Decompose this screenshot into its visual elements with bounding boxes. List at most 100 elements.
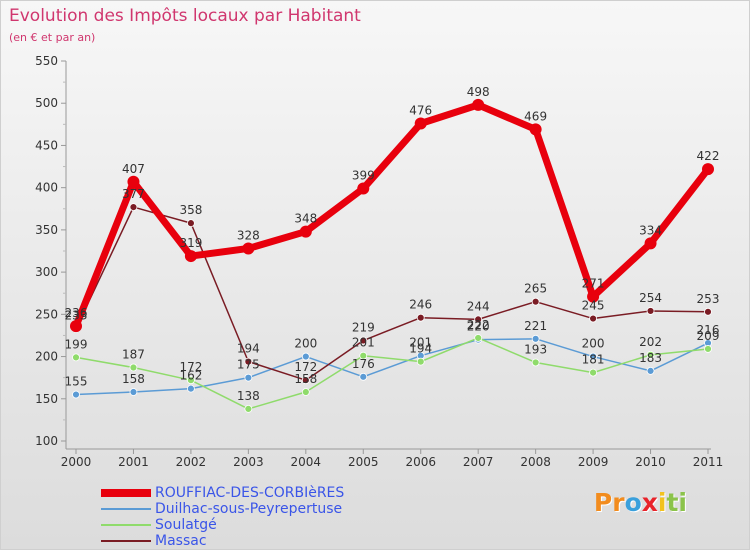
legend-swatch-massac	[101, 540, 151, 542]
data-point	[531, 297, 540, 306]
legend-swatch-soulatge	[101, 524, 151, 526]
data-point	[129, 388, 138, 396]
data-point	[359, 336, 368, 345]
data-point	[244, 357, 253, 366]
y-tick-label: 550	[35, 54, 58, 68]
data-label: 498	[467, 85, 490, 99]
data-label: 162	[179, 369, 202, 383]
data-label: 158	[122, 372, 145, 386]
x-tick-label: 2008	[520, 455, 551, 469]
data-label: 476	[409, 103, 432, 117]
x-tick-label: 2005	[348, 455, 379, 469]
data-point	[187, 219, 195, 228]
legend-label-soulatge: Soulatgé	[155, 517, 217, 533]
data-point	[646, 367, 655, 375]
data-label: 194	[409, 342, 432, 356]
data-point	[704, 345, 712, 353]
data-label: 233	[65, 309, 88, 323]
data-label: 222	[467, 318, 490, 332]
y-tick-label: 150	[35, 392, 58, 406]
legend-item-duilhac: Duilhac-sous-Peyrepertuse	[101, 501, 401, 517]
data-label: 155	[65, 375, 88, 389]
data-point	[587, 290, 600, 303]
y-tick-label: 450	[35, 138, 58, 152]
data-label: 216	[697, 323, 720, 337]
data-point	[187, 384, 195, 393]
data-label: 244	[467, 299, 490, 313]
legend-swatch-duilhac	[101, 508, 151, 510]
data-label: 221	[524, 319, 547, 333]
data-point	[531, 358, 540, 367]
y-tick-label: 250	[35, 307, 58, 321]
data-point	[589, 314, 597, 323]
data-label: 193	[524, 342, 547, 356]
legend-item-massac: Massac	[101, 533, 401, 549]
data-point	[359, 351, 368, 360]
data-label: 158	[294, 372, 317, 386]
chart-subtitle: (en € et par an)	[9, 31, 96, 44]
legend-item-soulatge: Soulatgé	[101, 517, 401, 533]
series-line-3	[75, 206, 709, 381]
data-point	[531, 334, 540, 343]
data-point	[127, 175, 140, 188]
data-label: 334	[639, 223, 662, 237]
data-point	[72, 353, 80, 362]
data-point	[414, 117, 427, 130]
data-point	[529, 123, 542, 136]
data-point	[589, 352, 597, 361]
data-label: 265	[524, 282, 547, 296]
x-tick-label: 2000	[61, 455, 92, 469]
data-label: 199	[65, 337, 88, 351]
data-point	[702, 163, 714, 176]
chart-legend: ROUFFIAC-DES-CORBIèRES Duilhac-sous-Peyr…	[101, 485, 401, 549]
data-label: 202	[639, 335, 662, 349]
data-point	[359, 372, 368, 381]
legend-swatch-rouffiac	[101, 489, 151, 497]
data-label: 138	[237, 389, 260, 403]
data-point	[72, 390, 80, 399]
data-point	[244, 373, 253, 382]
data-label: 183	[639, 351, 662, 365]
data-point	[357, 182, 370, 195]
data-point	[474, 334, 483, 342]
data-point	[184, 250, 197, 263]
logo-letter: i	[657, 488, 667, 517]
data-label: 201	[352, 336, 375, 350]
data-label: 175	[237, 358, 260, 372]
data-label: 187	[122, 348, 145, 362]
data-label: 254	[639, 291, 662, 305]
data-label: 181	[582, 353, 605, 367]
y-tick-label: 300	[35, 265, 58, 279]
series-line-1	[75, 338, 709, 396]
data-point	[187, 376, 195, 385]
data-label: 253	[697, 292, 720, 306]
data-label: 407	[122, 162, 145, 176]
data-label: 219	[352, 321, 375, 335]
proxiti-logo: Proxiti	[594, 488, 687, 517]
data-label: 172	[179, 360, 202, 374]
legend-label-rouffiac: ROUFFIAC-DES-CORBIèRES	[155, 485, 345, 501]
legend-item-rouffiac: ROUFFIAC-DES-CORBIèRES	[101, 485, 401, 501]
data-point	[242, 242, 255, 255]
data-point	[646, 350, 655, 359]
data-label: 194	[237, 342, 260, 356]
data-point	[70, 320, 82, 333]
x-tick-label: 2010	[635, 455, 666, 469]
data-label: 200	[294, 337, 317, 351]
x-tick-label: 2004	[291, 455, 322, 469]
data-point	[129, 203, 138, 211]
logo-letter: r	[612, 488, 625, 517]
data-label: 348	[294, 212, 317, 226]
data-point	[299, 225, 312, 238]
data-point	[301, 376, 310, 385]
data-point	[301, 388, 310, 396]
data-label: 399	[352, 169, 375, 183]
data-point	[416, 357, 425, 366]
data-label: 328	[237, 228, 260, 242]
data-label: 271	[582, 277, 605, 291]
chart-title: Evolution des Impôts locaux par Habitant	[9, 6, 361, 26]
data-point	[301, 352, 310, 361]
data-label: 176	[352, 357, 375, 371]
logo-letter: i	[678, 488, 687, 517]
x-tick-label: 2003	[233, 455, 264, 469]
